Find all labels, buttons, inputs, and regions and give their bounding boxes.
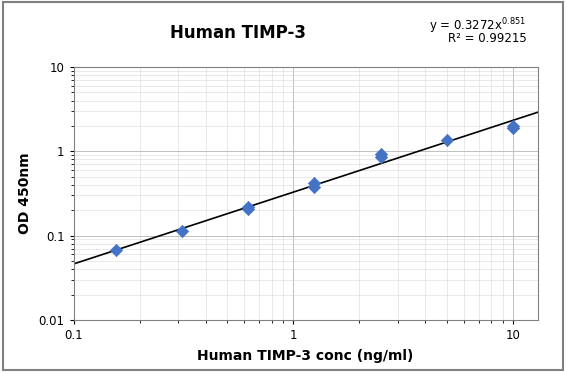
Text: y = 0.3272x$^{0.851}$: y = 0.3272x$^{0.851}$ xyxy=(430,17,526,36)
Point xyxy=(244,204,253,210)
Point xyxy=(112,247,121,253)
Point xyxy=(508,125,517,131)
Point xyxy=(244,206,253,212)
Point xyxy=(508,123,517,129)
Y-axis label: OD 450nm: OD 450nm xyxy=(18,153,32,234)
X-axis label: Human TIMP-3 conc (ng/ml): Human TIMP-3 conc (ng/ml) xyxy=(198,349,414,363)
Point xyxy=(376,151,385,157)
Text: Human TIMP-3: Human TIMP-3 xyxy=(170,24,306,42)
Point xyxy=(310,180,319,186)
Point xyxy=(310,184,319,190)
Point xyxy=(178,228,187,234)
Text: R² = 0.99215: R² = 0.99215 xyxy=(448,32,526,45)
Point xyxy=(442,137,451,143)
Point xyxy=(376,154,385,160)
